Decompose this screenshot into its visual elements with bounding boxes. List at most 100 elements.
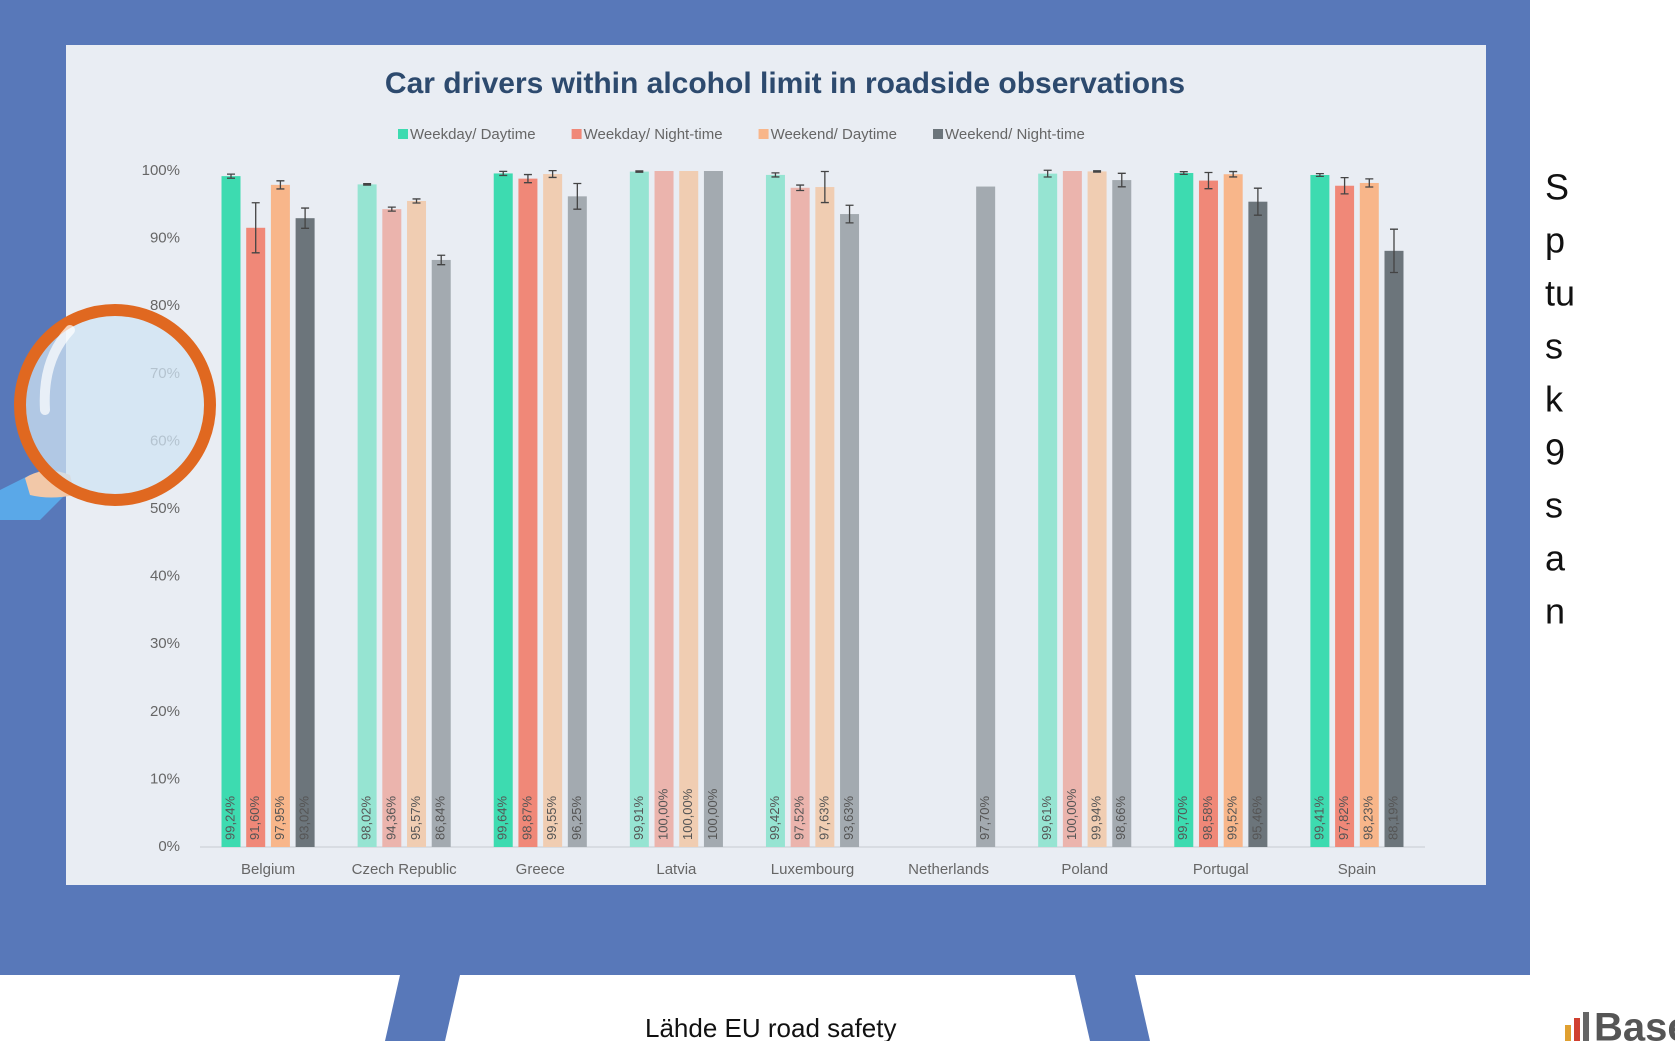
error-bar (1204, 171, 1213, 190)
stand-leg (1075, 975, 1150, 1041)
x-tick-label: Greece (516, 861, 565, 878)
value-label: 98,23% (1361, 795, 1376, 840)
bar (1112, 180, 1132, 847)
logo-icon (1565, 1012, 1589, 1041)
y-tick-label: 10% (150, 770, 180, 787)
y-tick-label: 50% (150, 500, 180, 517)
chart-title: Car drivers within alcohol limit in road… (385, 67, 1185, 100)
value-label: 97,95% (272, 795, 287, 840)
bar (1198, 180, 1218, 848)
bar (1062, 171, 1082, 847)
bar (270, 184, 290, 847)
bar (976, 186, 996, 848)
bar (1248, 201, 1268, 847)
side-line: k (1545, 379, 1564, 420)
bar (703, 171, 723, 847)
x-tick-label: Luxembourg (771, 861, 854, 878)
value-label: 99,52% (1225, 795, 1240, 840)
bar (790, 187, 810, 848)
value-label: 100,00% (680, 788, 695, 840)
legend: Weekday/ Daytime Weekday/ Night-time Weeke… (398, 126, 1085, 143)
legend-label: Weekday/ Daytime (410, 126, 536, 143)
value-label: 98,87% (519, 795, 534, 840)
error-bar (771, 172, 780, 178)
error-bar (1179, 171, 1188, 176)
value-label: 100,00% (1064, 788, 1079, 840)
bar (543, 174, 563, 848)
side-line: s (1545, 326, 1563, 367)
value-label: 97,82% (1336, 795, 1351, 840)
value-label: 86,84% (433, 795, 448, 840)
bar (1174, 173, 1194, 847)
value-label: 97,63% (816, 795, 831, 840)
bar (629, 171, 649, 847)
bar (518, 178, 538, 847)
bar (679, 171, 699, 847)
value-label: 99,64% (495, 795, 510, 840)
legend-swatch (398, 129, 408, 139)
error-bar (1365, 178, 1374, 188)
value-label: 98,58% (1200, 795, 1215, 840)
bar (1384, 250, 1404, 848)
y-tick-label: 30% (150, 635, 180, 652)
bar (1087, 171, 1107, 848)
bar (840, 214, 860, 847)
bar (765, 174, 785, 848)
side-line: 9 (1545, 432, 1565, 473)
error-bar (573, 182, 582, 210)
value-label: 100,00% (655, 788, 670, 840)
error-bar (1093, 170, 1102, 173)
value-label: 97,70% (977, 795, 992, 840)
error-bar (845, 204, 854, 224)
bar (1223, 174, 1243, 847)
error-bar (499, 170, 508, 177)
bar (382, 209, 402, 847)
side-line: s (1545, 485, 1563, 526)
value-label: 99,24% (222, 795, 237, 840)
stand-leg (385, 975, 460, 1041)
error-bar (1315, 172, 1324, 177)
legend-swatch (758, 129, 769, 139)
plot: 0%10%20%30%40%50%60%70%80%90%100%Belgium… (142, 162, 1425, 878)
value-label: 95,46% (1249, 795, 1264, 840)
value-label: 98,66% (1113, 795, 1128, 840)
y-tick-label: 90% (150, 230, 180, 247)
value-label: 95,57% (408, 795, 423, 840)
error-bar (251, 202, 260, 254)
legend-label: Weekday/ Night-time (584, 126, 723, 143)
value-label: 91,60% (247, 795, 262, 840)
y-tick-label: 0% (158, 838, 180, 855)
legend-swatch (933, 129, 944, 139)
error-bar (387, 206, 396, 212)
y-tick-label: 20% (150, 703, 180, 720)
error-bar (1253, 187, 1262, 216)
side-line: a (1545, 538, 1566, 579)
error-bar (437, 254, 446, 266)
bar (1310, 174, 1330, 847)
y-tick-label: 100% (142, 162, 180, 179)
bar (1359, 182, 1379, 847)
value-label: 96,25% (569, 795, 584, 840)
y-tick-label: 80% (150, 297, 180, 314)
error-bar (227, 173, 236, 179)
x-tick-label: Spain (1338, 861, 1376, 878)
bar (493, 173, 513, 847)
y-tick-label: 40% (150, 568, 180, 585)
error-bar (635, 170, 644, 173)
error-bar (363, 183, 372, 186)
side-line: n (1545, 591, 1565, 632)
error-bar (548, 170, 557, 179)
value-label: 99,91% (631, 795, 646, 840)
value-label: 98,02% (359, 795, 374, 840)
bar (357, 184, 377, 848)
bar (221, 176, 241, 848)
legend-label: Weekend/ Night-time (945, 126, 1085, 143)
bar (567, 196, 587, 848)
source: Lähde EU road safety (645, 1013, 897, 1041)
x-tick-label: Czech Republic (352, 861, 458, 878)
side-line: tu (1545, 273, 1575, 314)
x-tick-label: Latvia (656, 861, 697, 878)
magnifier (0, 304, 216, 520)
bar (815, 187, 835, 848)
